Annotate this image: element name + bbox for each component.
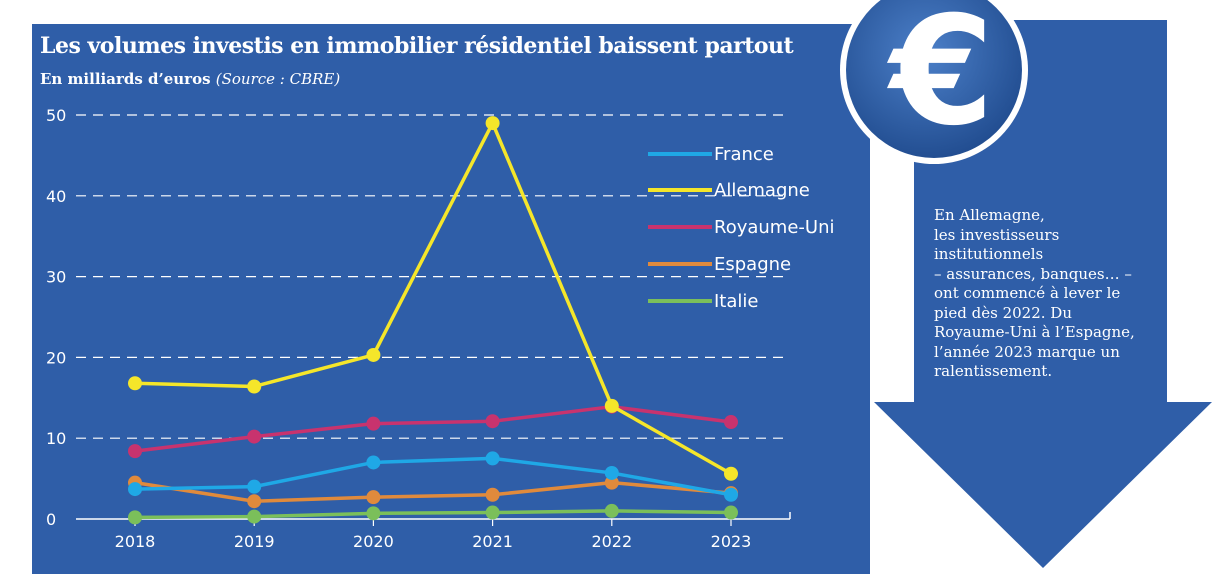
- legend-label: France: [714, 144, 774, 165]
- y-tick-label: 30: [46, 268, 66, 287]
- data-point: [604, 465, 619, 480]
- sidebar-line: pied dès 2022. Du: [934, 303, 1072, 322]
- chart-subtitle: En milliards d’euros (Source : CBRE): [40, 70, 340, 88]
- data-point: [247, 479, 262, 494]
- data-point: [724, 487, 738, 502]
- data-point: [128, 376, 142, 391]
- data-point: [128, 510, 142, 525]
- data-point: [724, 466, 738, 481]
- legend-label: Italie: [714, 291, 758, 312]
- x-tick-label: 2020: [353, 532, 394, 551]
- series-line: [134, 121, 732, 476]
- series-line: [134, 456, 732, 497]
- data-point: [485, 487, 500, 502]
- euro-symbol: €: [887, 0, 994, 159]
- x-tick-label: 2023: [711, 532, 752, 551]
- data-point: [247, 429, 262, 444]
- data-point: [485, 116, 500, 131]
- y-tick-label: 20: [46, 348, 66, 367]
- data-point: [604, 503, 619, 518]
- x-tick-label: 2021: [472, 532, 513, 551]
- sidebar-line: ralentissement.: [934, 362, 1053, 380]
- data-point: [485, 414, 500, 429]
- y-tick-label: 40: [46, 187, 66, 206]
- y-tick-label: 0: [46, 510, 56, 529]
- y-tick-label: 10: [46, 429, 66, 448]
- sidebar-line: les investisseurs: [934, 225, 1060, 244]
- legend-label: Espagne: [714, 254, 791, 275]
- data-point: [247, 494, 262, 509]
- sidebar-line: institutionnels: [934, 245, 1044, 263]
- unit-label: En milliards d’euros: [40, 70, 211, 88]
- data-point: [604, 398, 619, 413]
- data-point: [366, 347, 381, 362]
- legend-label: Allemagne: [714, 180, 810, 201]
- series-line: [134, 509, 732, 520]
- data-point: [485, 451, 500, 466]
- data-point: [247, 509, 262, 524]
- sidebar-line: ont commencé à lever le: [934, 284, 1121, 302]
- sidebar-line: Royaume-Uni à l’Espagne,: [934, 323, 1135, 341]
- data-point: [485, 505, 500, 520]
- series-line: [134, 480, 732, 503]
- y-tick-label: 50: [46, 106, 66, 125]
- data-point: [366, 490, 381, 505]
- data-point: [366, 416, 381, 431]
- legend-label: Royaume-Uni: [714, 217, 835, 238]
- sidebar-line: En Allemagne,: [934, 206, 1045, 224]
- data-point: [366, 455, 381, 470]
- data-point: [604, 475, 619, 490]
- sidebar-line: l’année 2023 marque un: [934, 342, 1120, 361]
- data-point: [724, 415, 738, 430]
- euro-coin-icon: [846, 0, 1022, 158]
- data-point: [366, 506, 381, 521]
- data-point: [724, 505, 738, 520]
- x-tick-label: 2022: [591, 532, 632, 551]
- sidebar-caption: En Allemagne, les investisseurs institutio…: [934, 206, 1152, 382]
- chart-title: Les volumes investis en immobilier résid…: [40, 33, 794, 59]
- data-point: [128, 444, 142, 459]
- x-tick-label: 2019: [234, 532, 275, 551]
- data-point: [247, 379, 262, 394]
- sidebar-line: – assurances, banques… –: [934, 264, 1132, 283]
- data-point: [128, 482, 142, 497]
- chart-panel: [32, 24, 870, 574]
- series-line: [134, 404, 732, 453]
- source-label: (Source : CBRE): [215, 70, 341, 88]
- x-tick-label: 2018: [115, 532, 156, 551]
